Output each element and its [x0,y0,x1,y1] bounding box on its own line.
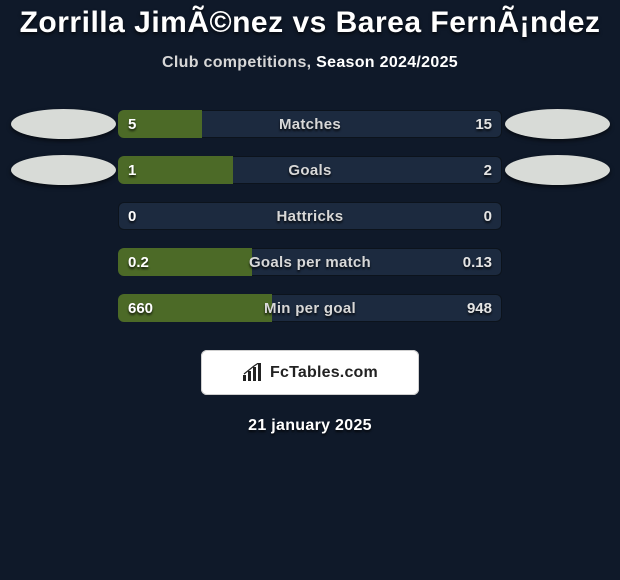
player1-badge-slot [8,201,118,231]
stat-bar: 12Goals [118,156,502,184]
stat-label: Hattricks [118,202,502,230]
player1-badge [11,109,116,139]
player2-badge-slot [502,293,612,323]
page-title: Zorrilla JimÃ©nez vs Barea FernÃ¡ndez [0,0,620,40]
subtitle-season: Season 2024/2025 [316,54,458,71]
player1-badge [11,155,116,185]
player1-badge-slot [8,155,118,185]
player2-badge-slot [502,155,612,185]
player2-badge-slot [502,109,612,139]
stat-bar: 515Matches [118,110,502,138]
stat-row: 0.20.13Goals per match [8,248,612,276]
stat-label: Matches [118,110,502,138]
stat-label: Goals [118,156,502,184]
player1-badge-slot [8,109,118,139]
stat-bar: 0.20.13Goals per match [118,248,502,276]
brand-link[interactable]: FcTables.com [201,350,419,395]
brand-text: FcTables.com [270,364,378,382]
stat-row: 00Hattricks [8,202,612,230]
stat-row: 660948Min per goal [8,294,612,322]
snapshot-date: 21 january 2025 [0,417,620,435]
player2-badge [505,109,610,139]
stat-row: 12Goals [8,156,612,184]
stat-bar: 660948Min per goal [118,294,502,322]
stat-bar: 00Hattricks [118,202,502,230]
stat-label: Goals per match [118,248,502,276]
player2-badge-slot [502,201,612,231]
player2-badge-slot [502,247,612,277]
comparison-rows: 515Matches 12Goals 00Hattricks 0.20.13Goals… [0,110,620,322]
subtitle: Club competitions, Season 2024/2025 [0,40,620,72]
subtitle-prefix: Club competitions, [162,54,316,71]
player1-badge-slot [8,247,118,277]
stat-label: Min per goal [118,294,502,322]
chart-icon [242,363,264,383]
player2-badge [505,155,610,185]
stat-row: 515Matches [8,110,612,138]
player1-badge-slot [8,293,118,323]
